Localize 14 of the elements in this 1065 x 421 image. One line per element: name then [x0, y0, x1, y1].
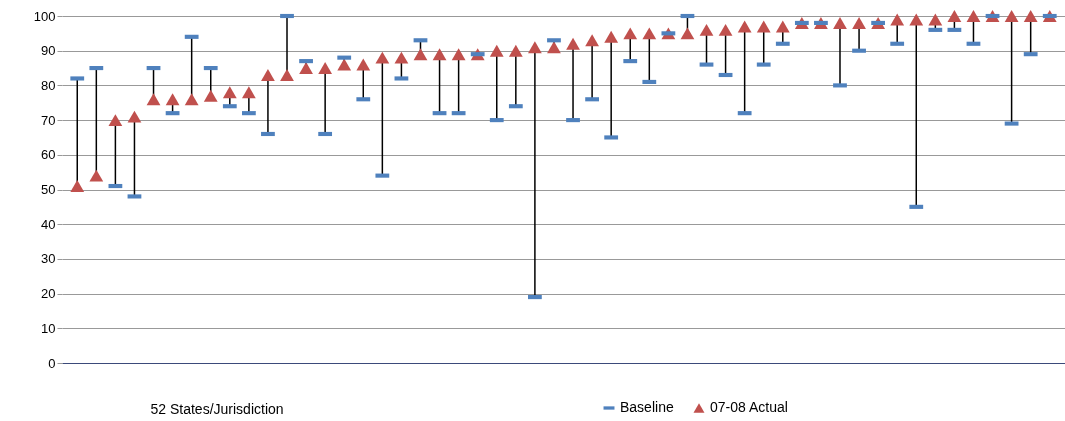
y-tick-label: 100: [33, 8, 56, 24]
y-tick-label: 60: [41, 147, 56, 163]
x-axis-title: 52 States/Jurisdiction: [150, 400, 284, 417]
y-tick-label: 40: [41, 216, 56, 232]
y-tick-label: 20: [41, 286, 56, 302]
y-tick-label: 10: [41, 320, 56, 336]
y-tick-label: 30: [41, 251, 56, 267]
y-tick-label: 70: [41, 112, 56, 128]
y-tick-label: 50: [41, 182, 56, 197]
y-tick-label: 90: [41, 43, 56, 59]
legend-label: 07-08 Actual: [710, 399, 788, 415]
y-tick-label: 80: [41, 77, 56, 93]
legend-label: Baseline: [620, 399, 674, 415]
y-tick-label: 0: [48, 355, 56, 371]
